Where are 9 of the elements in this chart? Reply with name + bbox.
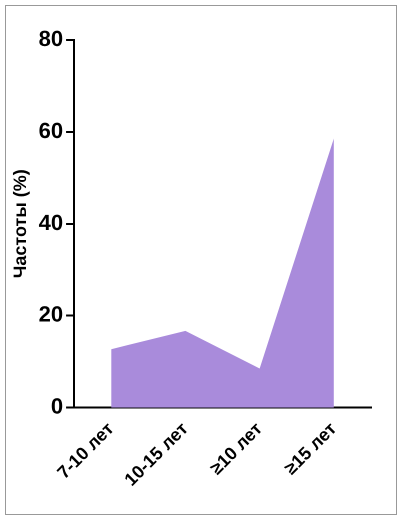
y-tick-label: 0	[50, 394, 64, 419]
x-tick-label: ≥15 лет	[280, 418, 340, 478]
x-tick-label: ≥10 лет	[206, 418, 266, 478]
y-tick-label: 40	[38, 210, 64, 235]
y-tick-label: 20	[38, 302, 64, 327]
y-axis-title: Частоты (%)	[10, 169, 30, 278]
y-tick-label: 80	[38, 26, 64, 52]
x-tick-label: 7-10 лет	[53, 418, 118, 483]
y-tick-label: 60	[38, 118, 64, 143]
